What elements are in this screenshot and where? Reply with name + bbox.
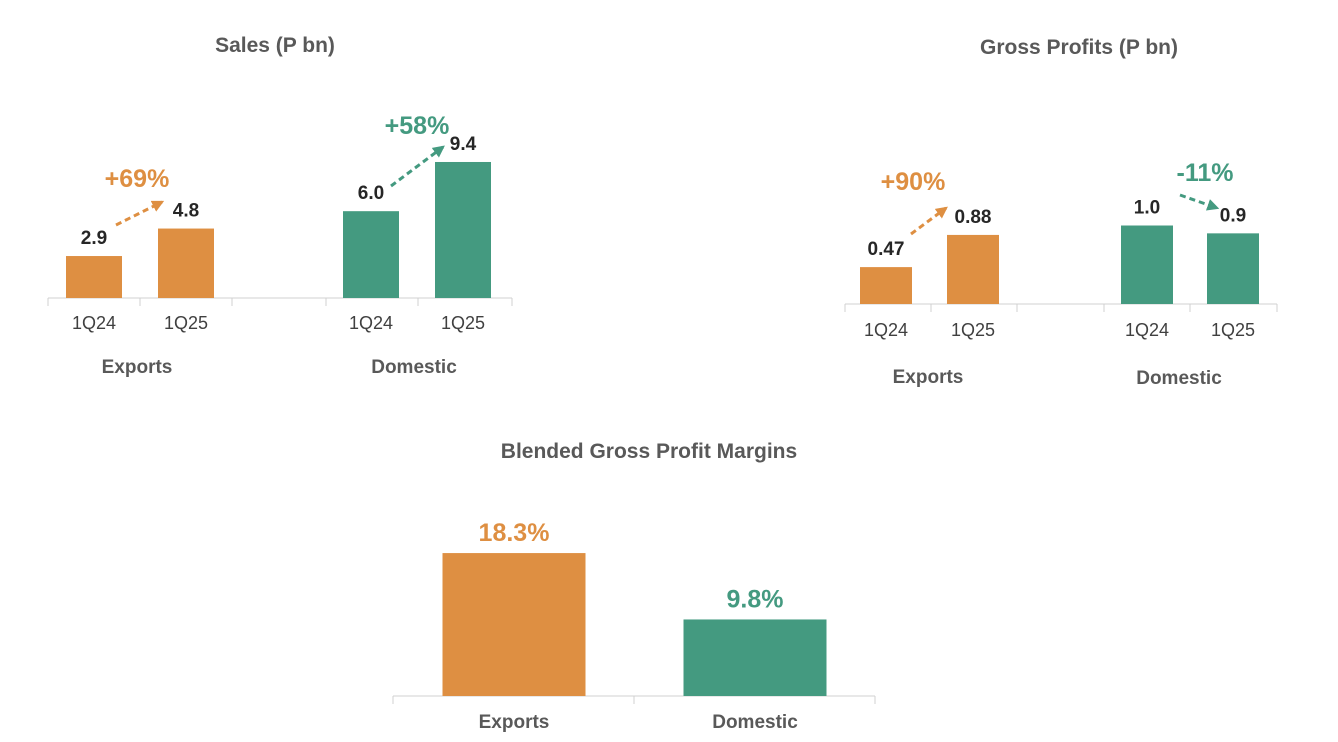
sales-exports-1q25-bar — [158, 228, 214, 298]
gross-profits-domestic-1q24-tick: 1Q24 — [1125, 320, 1169, 340]
gross-profits-chart-title: Gross Profits (P bn) — [980, 36, 1178, 59]
gross-profits-exports-1q24-bar — [860, 267, 912, 304]
sales-exports-change-label: +69% — [105, 165, 170, 193]
gross-profits-domestic-change-arrow — [1179, 193, 1220, 211]
gross-profits-domestic-1q24-value: 1.0 — [1134, 198, 1160, 219]
sales-domestic-group-label: Domestic — [371, 357, 457, 378]
margins-domestic-bar — [683, 619, 827, 696]
gross-profits-domestic-1q25-tick: 1Q25 — [1211, 320, 1255, 340]
gross-profits-domestic-1q25-bar — [1207, 233, 1259, 304]
gross-profits-exports-1q25-bar — [947, 234, 999, 304]
gross-profits-domestic-1q25-value: 0.9 — [1220, 205, 1246, 226]
sales-domestic-1q25-value: 9.4 — [450, 134, 477, 155]
sales-domestic-1q25-tick: 1Q25 — [441, 313, 485, 333]
sales-exports-1q25-value: 4.8 — [173, 201, 199, 222]
gross-profits-exports-change-arrow — [910, 206, 948, 236]
margins-chart-title: Blended Gross Profit Margins — [501, 440, 797, 463]
gross-profits-domestic-change-label: -11% — [1177, 159, 1234, 187]
sales-domestic-1q24-value: 6.0 — [358, 183, 384, 204]
gross-profits-exports-group-label: Exports — [893, 367, 964, 388]
sales-exports-1q25-tick: 1Q25 — [164, 313, 208, 333]
gross-profits-exports-1q24-tick: 1Q24 — [864, 320, 908, 340]
sales-exports-1q24-tick: 1Q24 — [72, 313, 116, 333]
margins-domestic-value: 9.8% — [727, 585, 784, 613]
sales-exports-1q24-bar — [66, 256, 122, 298]
gross-profits-exports-change-label: +90% — [881, 168, 946, 196]
sales-domestic-change-label: +58% — [385, 112, 450, 140]
sales-domestic-1q25-bar — [435, 161, 491, 298]
margins-domestic-tick: Domestic — [712, 712, 798, 733]
gross-profits-domestic-group-label: Domestic — [1136, 368, 1222, 389]
gross-profits-exports-1q24-value: 0.47 — [868, 239, 905, 260]
margins-exports-bar — [442, 553, 586, 696]
sales-chart-title: Sales (P bn) — [215, 34, 335, 57]
margins-exports-value: 18.3% — [479, 519, 550, 547]
sales-domestic-change-arrow — [390, 145, 445, 188]
sales-domestic-1q24-bar — [343, 211, 399, 298]
gross-profits-domestic-1q24-bar — [1121, 225, 1173, 304]
sales-exports-1q24-value: 2.9 — [81, 228, 107, 249]
gross-profits-exports-1q25-tick: 1Q25 — [951, 320, 995, 340]
sales-exports-change-arrow — [115, 200, 165, 227]
margins-exports-tick: Exports — [479, 712, 550, 733]
sales-domestic-1q24-tick: 1Q24 — [349, 313, 393, 333]
sales-exports-group-label: Exports — [102, 357, 173, 378]
gross-profits-exports-1q25-value: 0.88 — [955, 207, 992, 228]
